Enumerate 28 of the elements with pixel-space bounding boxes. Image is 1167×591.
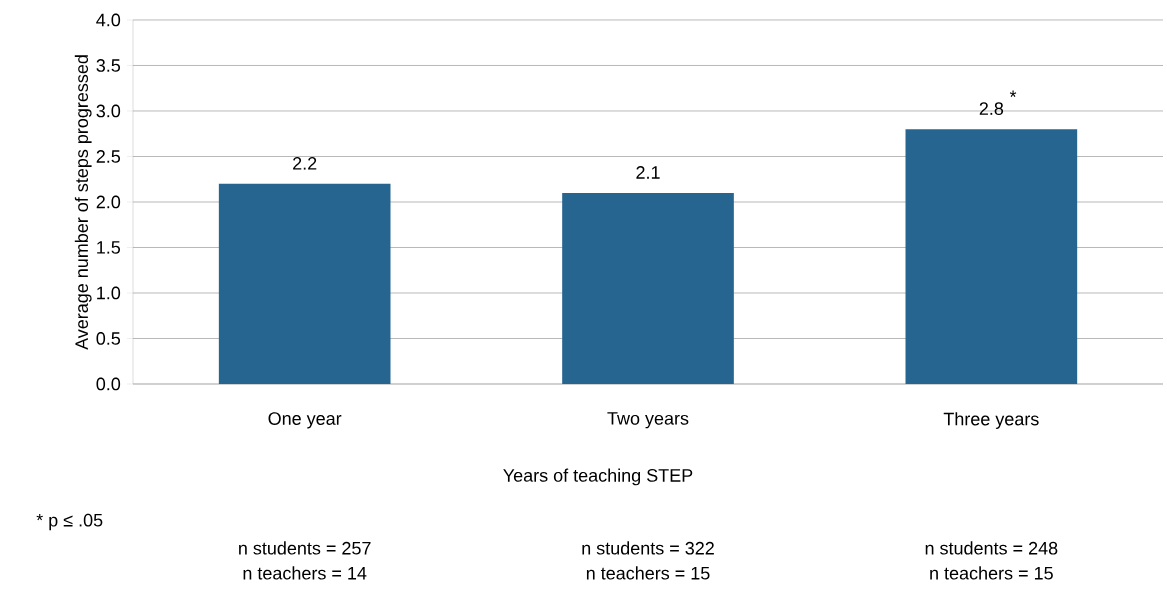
x-tick-label: One year [268, 412, 342, 429]
data-label: 2.2 [293, 157, 317, 170]
y-tick-label: 2.0 [96, 195, 121, 209]
y-tick-label: 1.5 [97, 241, 121, 254]
y-tick-label: 1.0 [97, 286, 121, 300]
x-tick-label: Three years [943, 412, 1039, 429]
y-tick-label: 2.5 [96, 150, 121, 163]
data-label: 2.1 [636, 166, 660, 179]
bar [218, 183, 391, 384]
y-tick-label: 3.5 [96, 59, 121, 72]
text: n students = 257 [239, 541, 371, 555]
text: n teachers = 15 [586, 566, 710, 580]
x-tick-label: Two years [607, 412, 689, 429]
text: n teachers = 14 [243, 566, 367, 580]
text: n students = 322 [582, 541, 714, 555]
text: * p ≤ .05 [36, 513, 103, 531]
x-axis-title: Years of teaching STEP [503, 468, 693, 486]
y-tick-label: 0.0 [96, 377, 121, 391]
data-label: 2.8 [979, 102, 1004, 115]
y-tick-label: 4.0 [96, 13, 121, 27]
y-tick-label: 0.5 [96, 332, 121, 345]
y-tick-label: 3.0 [96, 104, 121, 118]
text: n students = 248 [925, 541, 1058, 555]
y-axis-title: Average number of steps progressed [74, 55, 92, 350]
bar [562, 192, 734, 384]
text: n teachers = 15 [930, 566, 1053, 580]
annotation: * [1009, 90, 1017, 97]
bar [905, 129, 1078, 384]
